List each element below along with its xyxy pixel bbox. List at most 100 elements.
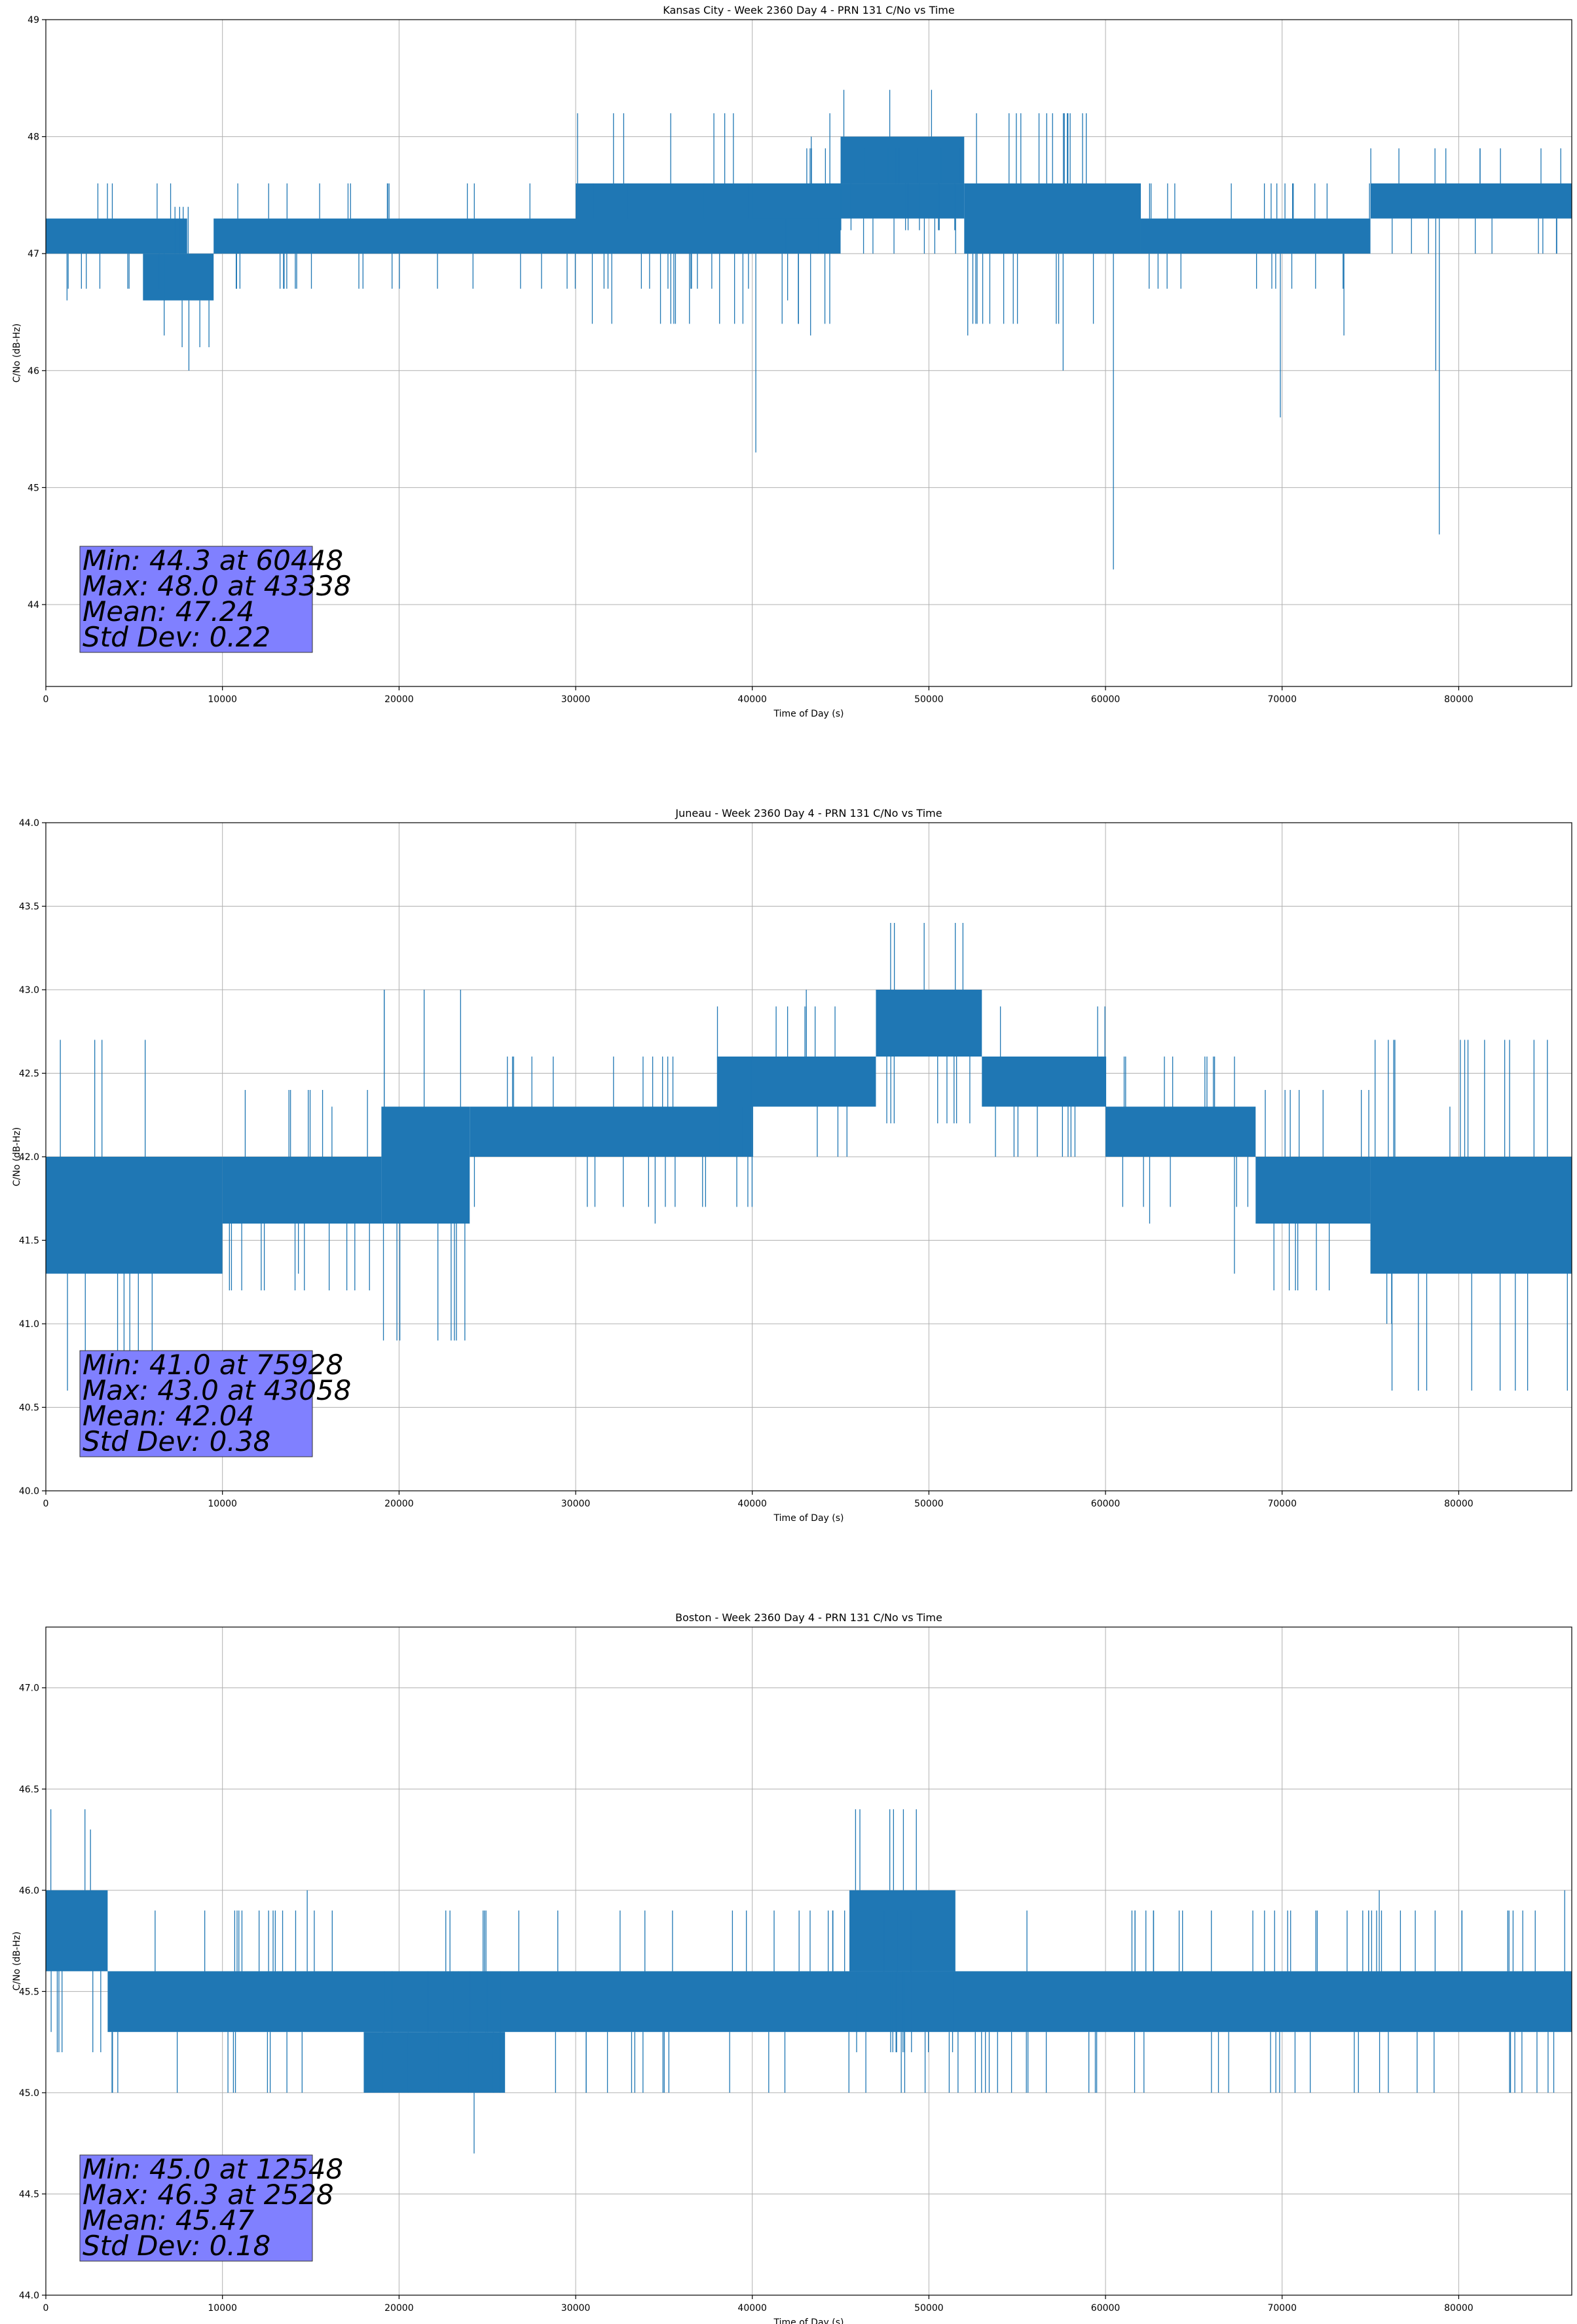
x-tick-label: 20000	[384, 1499, 414, 1509]
series-band	[716, 1057, 876, 1107]
x-tick-label: 70000	[1267, 1499, 1297, 1509]
x-tick-label: 10000	[208, 2303, 237, 2314]
y-tick-label: 41.0	[19, 1319, 39, 1330]
stats-line: Mean: 45.47	[83, 2204, 254, 2236]
y-tick-label: 43.5	[19, 902, 39, 912]
chart-panel-3: 0 10000 20000 30000 40000 50000 60000 70000 8000…	[12, 1611, 1572, 2324]
x-tick-label: 0	[43, 694, 49, 705]
series-band	[876, 990, 982, 1057]
y-tick-label: 46.0	[19, 1886, 39, 1896]
series-band	[363, 2032, 506, 2093]
x-tick-label: 50000	[914, 1499, 944, 1509]
chart-title: Kansas City - Week 2360 Day 4 - PRN 131 …	[663, 4, 954, 16]
stats-line: Std Dev: 0.18	[83, 2230, 270, 2262]
chart-title: Boston - Week 2360 Day 4 - PRN 131 C/No …	[675, 1611, 942, 1624]
stats-box	[79, 1350, 313, 1457]
stats-line: Min: 41.0 at 75928	[83, 1349, 343, 1381]
x-tick-label: 80000	[1444, 694, 1474, 705]
x-axis-label: Time of Day (s)	[773, 709, 844, 719]
stats-line: Max: 46.3 at 2528	[83, 2179, 334, 2211]
series-band	[381, 1106, 470, 1224]
series-band	[982, 1057, 1106, 1107]
x-tick-label: 50000	[914, 2303, 944, 2314]
stats-box	[79, 2154, 313, 2262]
series-band	[222, 1157, 382, 1224]
y-tick-label: 40.5	[19, 1403, 39, 1414]
stats-line: Std Dev: 0.22	[83, 621, 270, 653]
stats-line: Mean: 47.24	[83, 595, 254, 628]
y-tick-label: 48	[28, 132, 39, 143]
x-tick-label: 40000	[737, 1499, 767, 1509]
x-tick-label: 20000	[384, 2303, 414, 2314]
y-tick-label: 42.5	[19, 1069, 39, 1079]
y-tick-label: 42.0	[19, 1152, 39, 1163]
y-tick-label: 47	[28, 249, 39, 259]
stats-box	[79, 546, 313, 653]
y-tick-label: 44.0	[19, 818, 39, 829]
series-band	[470, 1106, 752, 1157]
series-band	[840, 136, 965, 184]
x-tick-label: 80000	[1444, 1499, 1474, 1509]
x-tick-label: 70000	[1267, 2303, 1297, 2314]
x-tick-label: 10000	[208, 694, 237, 705]
series-band	[1140, 218, 1371, 254]
y-tick-label: 40.0	[19, 1486, 39, 1497]
series-band	[1105, 1106, 1256, 1157]
y-tick-label: 44	[28, 600, 39, 610]
series-band	[1255, 1157, 1371, 1224]
series-band	[1370, 183, 1572, 219]
plot-frame	[45, 19, 1572, 687]
y-tick-label: 49	[28, 15, 39, 26]
x-tick-label: 30000	[561, 1499, 591, 1509]
y-tick-label: 45	[28, 483, 39, 493]
series-band	[1370, 1157, 1572, 1274]
stats-line: Min: 44.3 at 60448	[83, 544, 343, 576]
stats-line: Max: 48.0 at 43338	[83, 570, 351, 602]
series-band	[46, 1157, 223, 1274]
x-tick-label: 60000	[1091, 1499, 1121, 1509]
y-tick-label: 46	[28, 366, 39, 377]
x-tick-label: 10000	[208, 1499, 237, 1509]
x-tick-label: 50000	[914, 694, 944, 705]
chart-title: Juneau - Week 2360 Day 4 - PRN 131 C/No …	[675, 807, 942, 819]
stats-line: Max: 43.0 at 43058	[83, 1374, 351, 1406]
x-tick-label: 30000	[561, 694, 591, 705]
stats-line: Std Dev: 0.38	[83, 1425, 270, 1457]
series-trace	[50, 1809, 1565, 2154]
series-band	[46, 1890, 108, 1972]
y-tick-label: 45.0	[19, 2088, 39, 2099]
x-axis-label: Time of Day (s)	[773, 2317, 844, 2324]
chart-panel-2: 0 10000 20000 30000 40000 50000 60000 70000 8000…	[12, 807, 1572, 1524]
x-tick-label: 0	[43, 2303, 49, 2314]
series-band	[964, 183, 1141, 254]
series-band	[143, 253, 214, 301]
x-tick-label: 60000	[1091, 2303, 1121, 2314]
series-trace	[66, 90, 1561, 570]
y-tick-label: 46.5	[19, 1784, 39, 1795]
x-tick-label: 0	[43, 1499, 49, 1509]
y-axis-label: C/No (dB-Hz)	[12, 1127, 22, 1186]
x-axis-label: Time of Day (s)	[773, 1513, 844, 1524]
x-tick-label: 20000	[384, 694, 414, 705]
plot-frame	[45, 1626, 1572, 2296]
y-tick-label: 41.5	[19, 1236, 39, 1246]
y-tick-label: 47.0	[19, 1683, 39, 1694]
x-tick-label: 80000	[1444, 2303, 1474, 2314]
x-tick-label: 40000	[737, 2303, 767, 2314]
y-tick-label: 45.5	[19, 1987, 39, 1997]
y-axis-label: C/No (dB-Hz)	[12, 1932, 22, 1991]
series-trace	[60, 923, 1568, 1391]
series-band	[849, 1890, 955, 1972]
series-band	[46, 218, 187, 254]
series-band	[752, 183, 965, 219]
x-tick-label: 60000	[1091, 694, 1121, 705]
stats-line: Mean: 42.04	[83, 1400, 254, 1432]
y-tick-label: 44.5	[19, 2189, 39, 2200]
x-tick-label: 40000	[737, 694, 767, 705]
x-tick-label: 30000	[561, 2303, 591, 2314]
series-band	[107, 1971, 1572, 2033]
y-tick-label: 44.0	[19, 2291, 39, 2301]
y-tick-label: 43.0	[19, 985, 39, 996]
y-axis-label: C/No (dB-Hz)	[12, 324, 22, 383]
